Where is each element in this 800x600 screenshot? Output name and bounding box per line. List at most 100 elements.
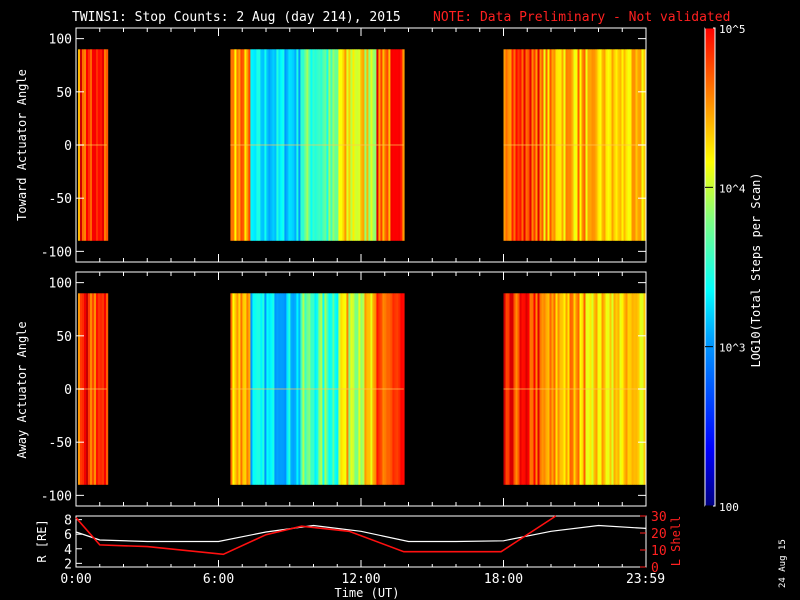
- heat-column: [102, 293, 105, 485]
- heat-column: [258, 293, 261, 485]
- heat-column: [354, 293, 357, 485]
- heat-column: [543, 49, 546, 241]
- heat-column: [623, 293, 626, 485]
- heat-column: [106, 49, 109, 241]
- heat-column: [360, 293, 363, 485]
- heat-column: [88, 49, 91, 241]
- heat-column: [621, 293, 624, 485]
- heat-column: [388, 293, 391, 485]
- data-block: [230, 49, 405, 241]
- heat-column: [629, 293, 632, 485]
- heat-column: [258, 49, 261, 241]
- heat-column: [326, 49, 329, 241]
- heat-column: [100, 49, 103, 241]
- heat-column: [386, 293, 389, 485]
- heat-column: [607, 293, 610, 485]
- heat-column: [597, 293, 600, 485]
- heat-column: [282, 49, 285, 241]
- heat-column: [579, 293, 582, 485]
- heat-column: [302, 293, 305, 485]
- heat-column: [266, 293, 269, 485]
- heat-column: [591, 293, 594, 485]
- heat-column: [543, 293, 546, 485]
- heat-column: [537, 49, 540, 241]
- heat-column: [386, 49, 389, 241]
- toward-panel: 100 50 0 -50 -100: [41, 27, 647, 263]
- heat-column: [252, 293, 255, 485]
- heat-column: [278, 49, 281, 241]
- heat-column: [310, 293, 313, 485]
- heat-column: [328, 49, 331, 241]
- heat-column: [555, 49, 558, 241]
- heat-column: [284, 293, 287, 485]
- heat-column: [318, 49, 321, 241]
- heat-column: [96, 49, 99, 241]
- heat-column: [346, 49, 349, 241]
- heat-column: [248, 49, 251, 241]
- heat-column: [362, 49, 365, 241]
- heat-column: [240, 49, 243, 241]
- heat-column: [569, 293, 572, 485]
- heat-column: [92, 49, 95, 241]
- heat-column: [280, 293, 283, 485]
- heat-column: [324, 49, 327, 241]
- y-tick-label: -100: [41, 245, 72, 260]
- heat-column: [589, 293, 592, 485]
- chart-note: NOTE: Data Preliminary - Not validated: [433, 10, 730, 25]
- heat-column: [402, 293, 405, 485]
- heat-column: [517, 49, 520, 241]
- heat-column: [376, 49, 379, 241]
- heat-column: [248, 293, 251, 485]
- heat-column: [314, 293, 317, 485]
- heat-column: [314, 49, 317, 241]
- heat-column: [244, 49, 247, 241]
- colorbar-label: LOG10(Total Steps per Scan): [749, 172, 763, 367]
- heat-column: [290, 293, 293, 485]
- heat-column: [601, 49, 604, 241]
- center-band: [78, 144, 107, 146]
- heat-column: [246, 49, 249, 241]
- heat-column: [242, 293, 245, 485]
- heat-column: [547, 49, 550, 241]
- center-band: [503, 388, 644, 390]
- heat-column: [511, 293, 514, 485]
- heat-column: [517, 293, 520, 485]
- heat-column: [270, 293, 273, 485]
- heat-column: [396, 293, 399, 485]
- heat-column: [256, 49, 259, 241]
- heat-column: [262, 49, 265, 241]
- heat-column: [348, 49, 351, 241]
- heat-column: [350, 293, 353, 485]
- heat-column: [308, 49, 311, 241]
- heat-column: [593, 49, 596, 241]
- heat-column: [567, 293, 570, 485]
- heat-column: [591, 49, 594, 241]
- heat-column: [352, 293, 355, 485]
- heat-column: [342, 49, 345, 241]
- y-tick-label: -50: [49, 192, 72, 207]
- heat-column: [631, 293, 634, 485]
- heat-column: [507, 293, 510, 485]
- heat-column: [296, 293, 299, 485]
- heat-column: [573, 49, 576, 241]
- heat-column: [276, 293, 279, 485]
- heat-column: [90, 49, 93, 241]
- heat-column: [619, 49, 622, 241]
- heat-column: [338, 49, 341, 241]
- heat-column: [519, 49, 522, 241]
- colorbar-tick-label: 100: [719, 501, 739, 514]
- heat-column: [102, 49, 105, 241]
- heat-column: [551, 293, 554, 485]
- center-band: [503, 144, 644, 146]
- heat-column: [268, 49, 271, 241]
- y-tick-label: 100: [49, 33, 72, 48]
- right-tick-label: 30: [651, 510, 667, 525]
- heat-column: [519, 293, 522, 485]
- heat-column: [625, 293, 628, 485]
- heat-column: [322, 49, 325, 241]
- x-tick-label: 0:00: [60, 572, 91, 587]
- heat-column: [402, 49, 405, 241]
- heat-column: [304, 293, 307, 485]
- heat-column: [100, 293, 103, 485]
- heat-column: [320, 49, 323, 241]
